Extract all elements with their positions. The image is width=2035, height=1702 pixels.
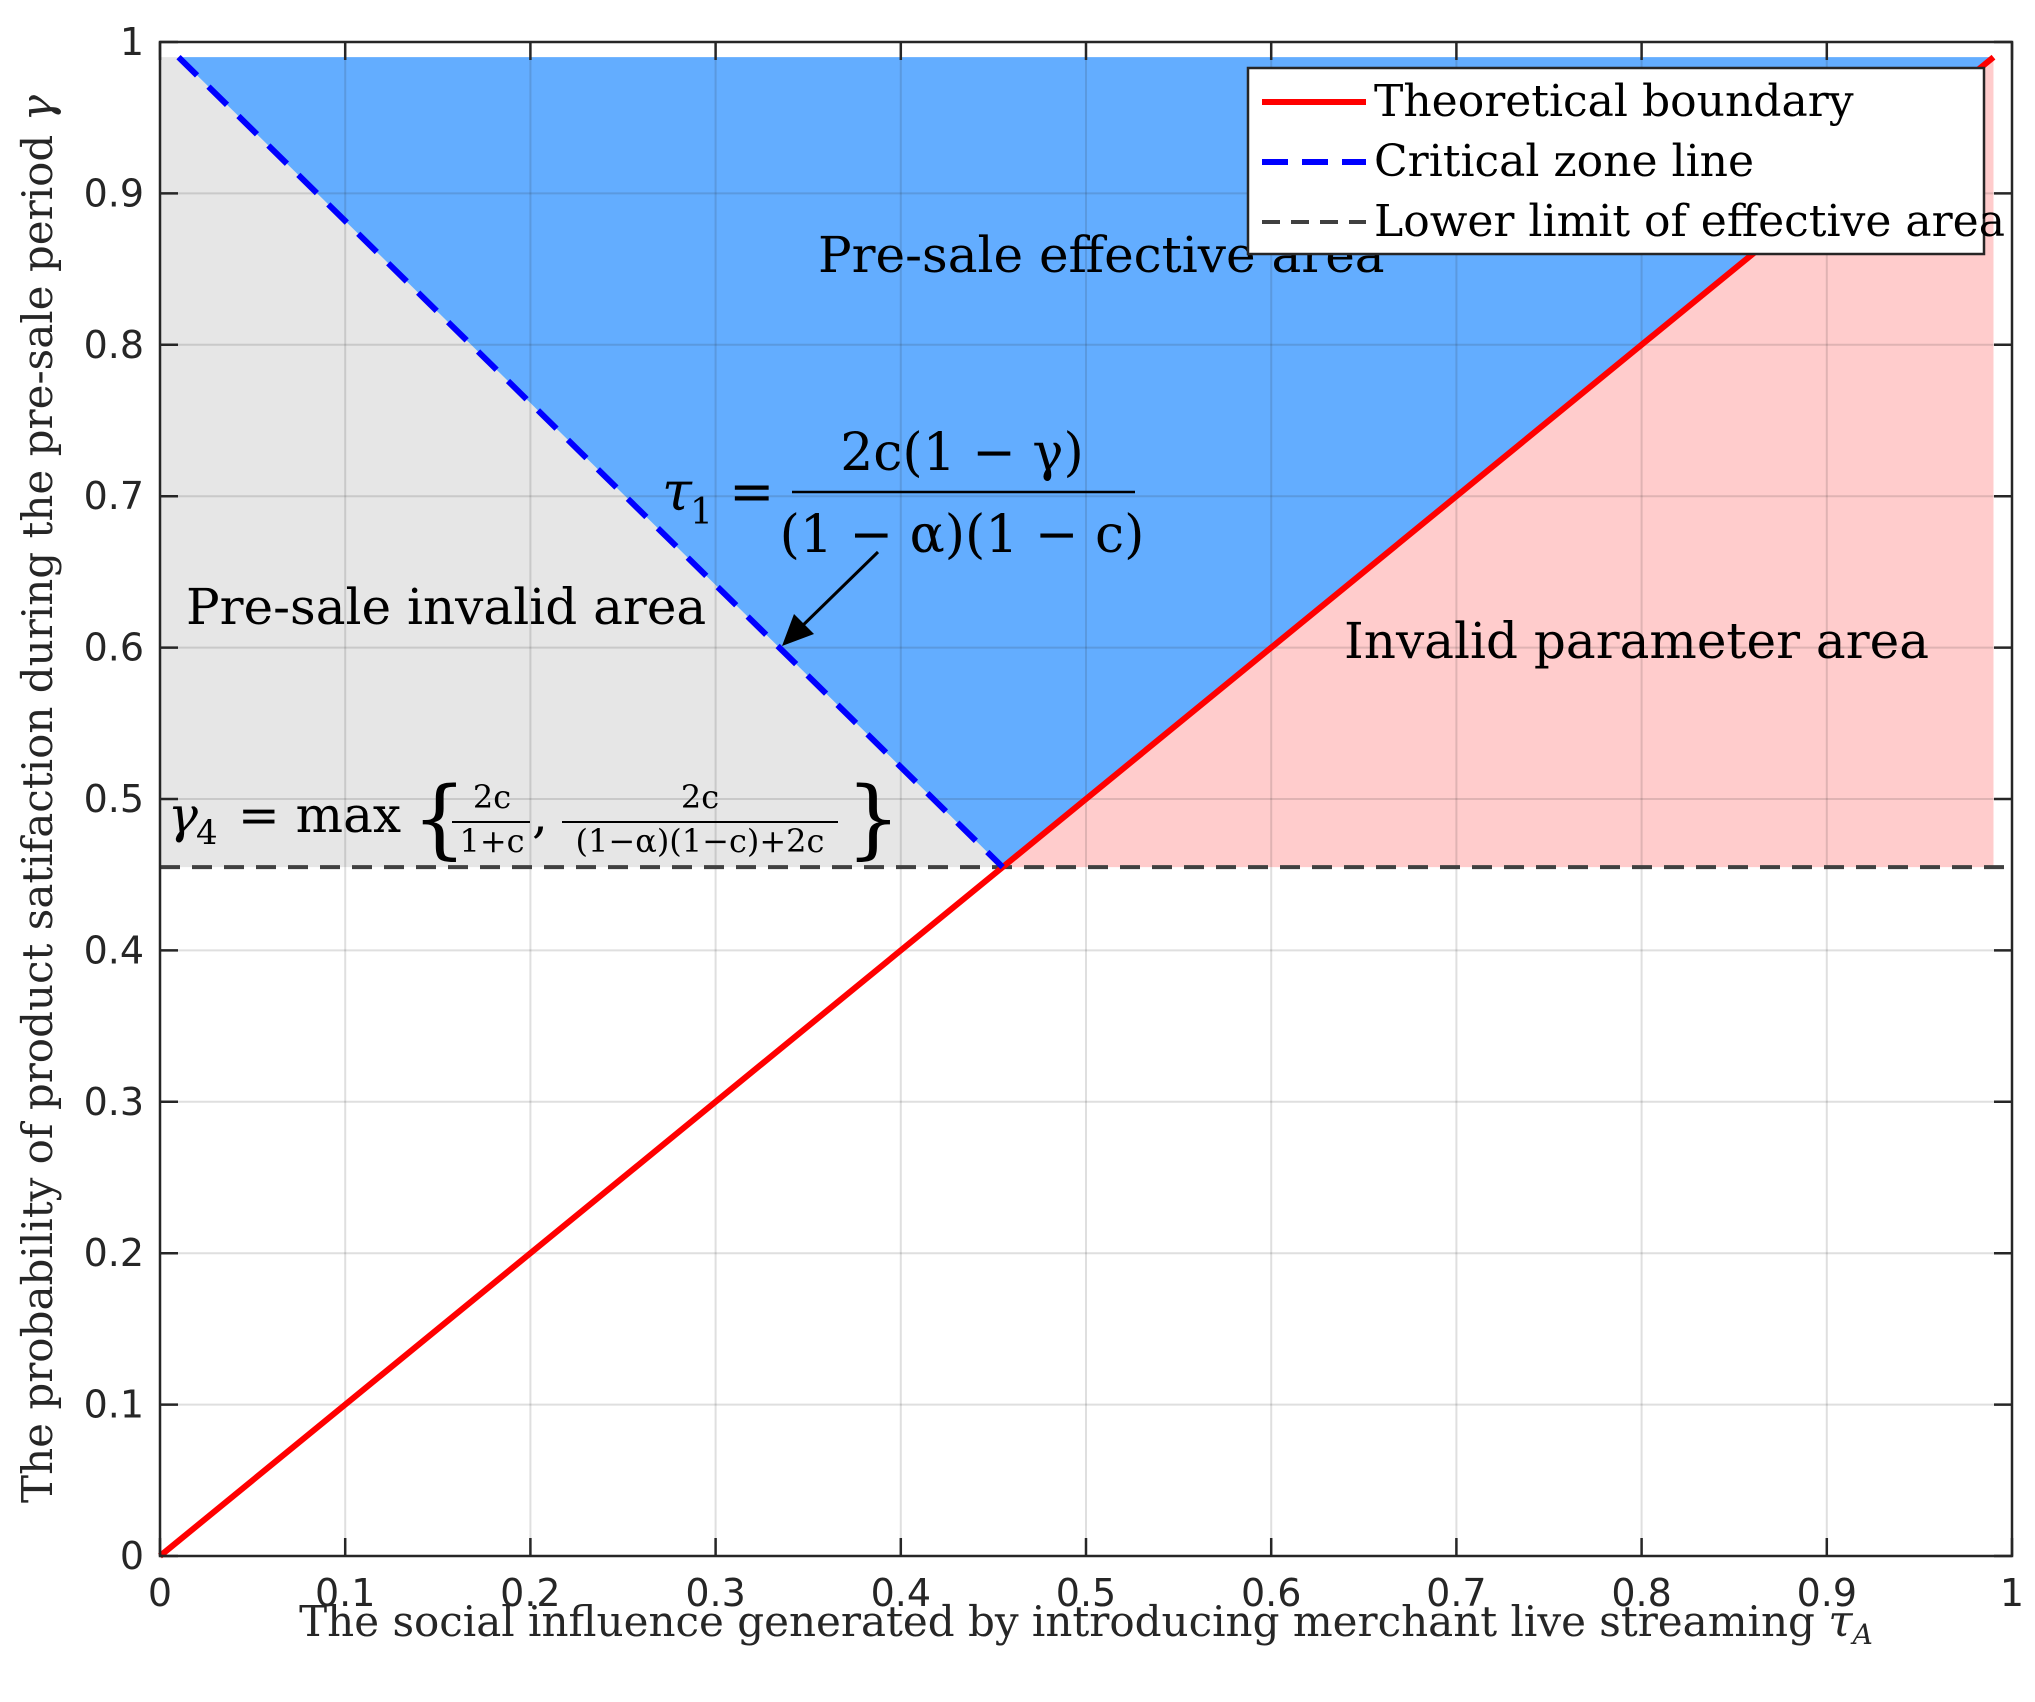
region-pre-sale-effective-area [178,57,1994,868]
tau1-numerator: 2c(1 − γ) [840,423,1084,483]
y-tick-label: 1 [120,20,144,64]
x-tick-label: 0 [148,1571,172,1615]
y-tick-label: 0.8 [84,323,144,367]
series-critical-zone-line [176,55,1005,870]
tau1-symbol: τ [662,460,693,523]
region-label-invalid-parameter: Invalid parameter area [1344,612,1929,670]
x-tick-label: 0.6 [1241,1571,1301,1615]
gamma4-formula: γ 4 = max { 2c 1+c , 2c (1−α)(1−c)+2c } [168,769,901,869]
x-axis-label: The social influence generated by introd… [299,1596,1873,1651]
y-tick-label: 0.1 [84,1383,144,1427]
legend: Theoretical boundary Critical zone line … [1246,66,2005,256]
gamma4-fraction1-numerator: 2c [473,778,511,816]
gamma4-fraction2-numerator: 2c [681,778,719,816]
y-axis-label: The probability of product satifaction d… [12,94,63,1503]
y-axis-label-symbol: γ [12,94,63,121]
x-tick-label: 0.1 [315,1571,375,1615]
x-axis-label-subscript: A [1850,1618,1873,1651]
y-tick-label: 0.3 [84,1080,144,1124]
y-tick-label: 0.9 [84,171,144,215]
gamma4-left-brace: { [412,769,467,869]
y-tick-label: 0.7 [84,474,144,518]
gamma4-subscript: 4 [196,813,218,853]
legend-box [1246,66,1986,256]
y-tick-label: 0 [120,1534,144,1578]
y-tick-label: 0.4 [84,928,144,972]
x-tick-label: 0.4 [871,1571,931,1615]
y-axis-label-text: The probability of product satifaction d… [13,121,62,1503]
tau1-denominator: (1 − α)(1 − c) [780,505,1145,565]
x-tick-label: 0.8 [1611,1571,1671,1615]
legend-label-critical-zone-line: Critical zone line [1374,136,1754,187]
tau1-formula: τ 1 = 2c(1 − γ) (1 − α)(1 − c) [662,423,1144,565]
series-theoretical-boundary [158,54,1996,1559]
y-tick-label: 0.6 [84,626,144,670]
x-tick-label: 0.3 [685,1571,745,1615]
gamma4-fraction1-denominator: 1+c [459,822,524,860]
gamma4-right-brace: } [846,769,901,869]
grid-layer [160,42,2012,1556]
y-tick-label: 0.5 [84,777,144,821]
x-tick-label: 0.5 [1056,1571,1116,1615]
legend-label-theoretical-boundary: Theoretical boundary [1374,76,1854,127]
annotation-arrow [793,550,880,635]
annotation-arrow-head [782,614,814,646]
region-label-invalid: Pre-sale invalid area [186,578,706,636]
tick-layer: 0 0.1 0.2 0.3 0.4 0.5 0.6 0.7 0.8 0.9 1 0 0.1 0.2 0.3 0… [84,20,2025,1615]
series-layer [158,54,2012,1559]
x-axis-label-text: The social influence generated by introd… [299,1597,1828,1646]
x-tick-label: 0.2 [500,1571,560,1615]
region-pre-sale-invalid-area [160,57,1003,868]
tau1-subscript: 1 [690,492,713,533]
x-axis-label-symbol: τ [1828,1596,1853,1647]
y-tick-label: 0.2 [84,1231,144,1275]
gamma4-fraction2-denominator: (1−α)(1−c)+2c [576,822,825,860]
x-tick-label: 0.9 [1797,1571,1857,1615]
gamma4-comma: , [532,786,548,844]
x-tick-label: 0.7 [1426,1571,1486,1615]
gamma4-equals-max: = max [222,786,401,844]
x-tick-label: 1 [2000,1571,2024,1615]
tau1-equals: = [712,460,792,523]
gamma4-symbol: γ [168,786,198,844]
legend-label-lower-limit: Lower limit of effective area [1374,196,2005,247]
